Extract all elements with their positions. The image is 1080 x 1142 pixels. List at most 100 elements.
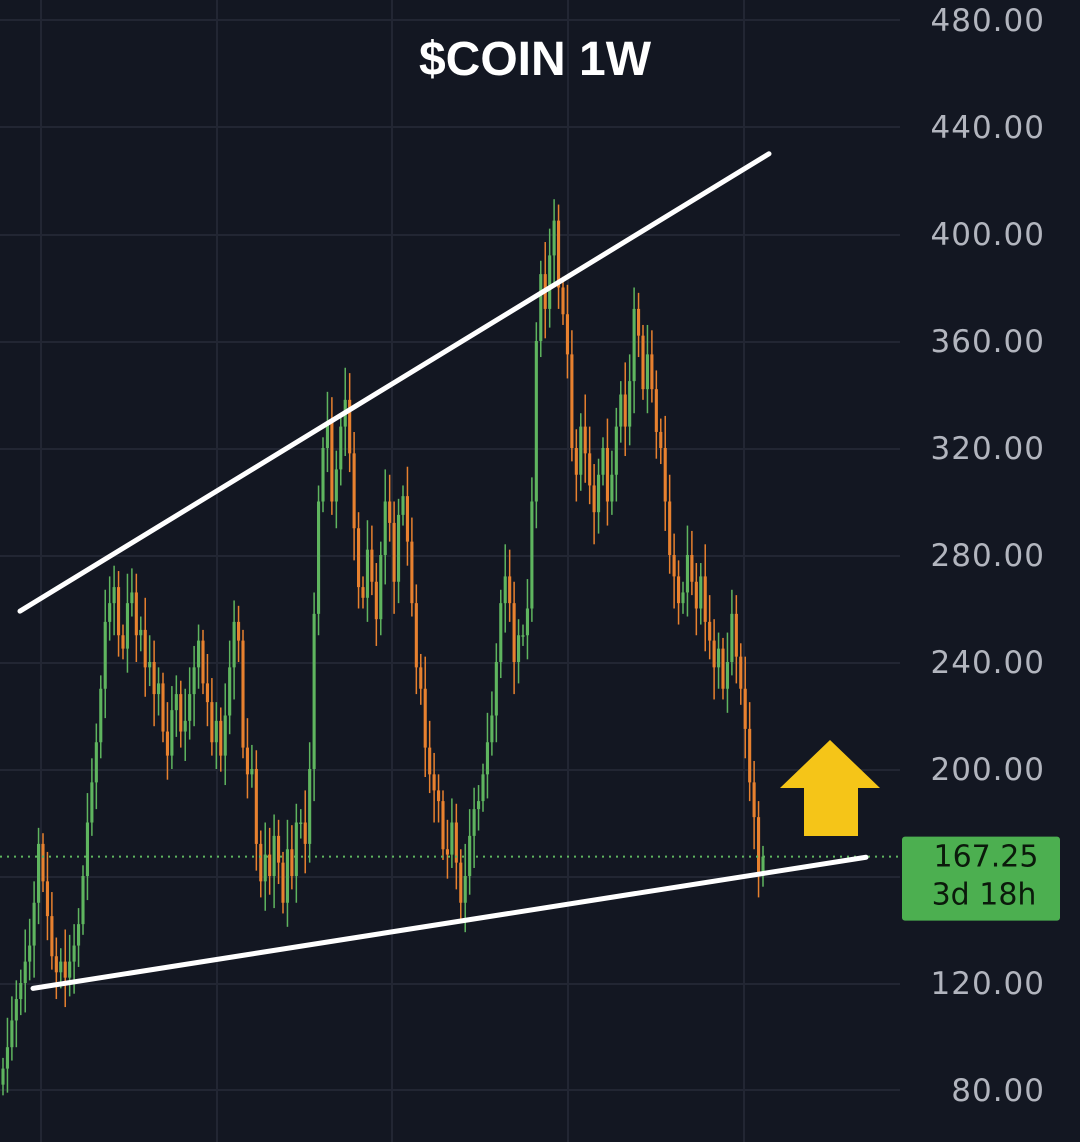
candle-body: [592, 485, 596, 513]
y-tick-label: 320.00: [931, 431, 1045, 467]
candle-body: [574, 448, 578, 475]
candle-body: [23, 961, 27, 983]
candle-body: [517, 635, 521, 662]
candle-body: [41, 843, 45, 882]
candle-body: [419, 667, 423, 689]
candle-body: [214, 720, 218, 743]
candle-body: [72, 945, 76, 962]
candle-body: [277, 835, 281, 863]
candle-body: [725, 662, 729, 689]
candle-body: [645, 354, 649, 390]
candle-body: [285, 849, 289, 903]
candle-body: [690, 555, 694, 582]
candle-body: [54, 956, 58, 973]
bar-countdown: 3d 18h: [932, 878, 1037, 913]
candle-body: [694, 581, 698, 609]
y-tick-label: 280.00: [931, 538, 1045, 574]
candle-body: [134, 592, 138, 636]
candle-body: [530, 501, 534, 609]
candle-body: [752, 782, 756, 818]
candle-body: [454, 822, 458, 863]
candle-body: [663, 448, 667, 502]
candle-body: [610, 474, 614, 502]
chart-title: $COIN 1W: [419, 33, 652, 86]
candle-body: [508, 576, 512, 604]
y-tick-label: 400.00: [931, 217, 1045, 253]
y-tick-label: 200.00: [931, 752, 1045, 788]
candle-body: [605, 448, 609, 502]
candle-body: [99, 688, 103, 743]
candle-body: [405, 496, 409, 542]
candle-body: [481, 774, 485, 802]
y-tick-label: 80.00: [951, 1073, 1045, 1109]
candle-body: [570, 354, 574, 448]
candle-body: [352, 453, 356, 529]
candle-body: [472, 809, 476, 836]
candle-body: [108, 603, 112, 622]
lower-trendline: [30, 854, 869, 991]
candle-body: [539, 274, 543, 341]
candle-body: [245, 747, 249, 775]
candle-body: [423, 688, 427, 748]
candle-body: [139, 629, 143, 636]
candle-body: [201, 640, 205, 684]
candle-body: [254, 769, 258, 844]
candle-body: [379, 555, 383, 620]
candle-body: [317, 501, 321, 614]
candle-body: [103, 621, 107, 689]
candle-body: [281, 862, 285, 903]
candle-body: [414, 603, 418, 668]
candle-body: [28, 945, 32, 962]
candle-body: [748, 728, 752, 783]
candle-body: [432, 774, 436, 791]
candle-body: [548, 255, 552, 309]
candle-body: [628, 381, 632, 427]
candle-body: [637, 308, 641, 336]
candle-body: [290, 849, 294, 876]
candle-body: [157, 683, 161, 695]
candle-body: [125, 603, 129, 649]
candle-body: [259, 843, 263, 882]
candle-body: [183, 720, 187, 732]
candle-body: [632, 308, 636, 382]
candle-body: [672, 555, 676, 577]
candle-body: [37, 843, 41, 903]
candle-body: [63, 961, 67, 978]
candle-body: [357, 528, 361, 588]
candle-body: [459, 862, 463, 903]
candle-body: [19, 983, 23, 1000]
candle-body: [1, 1068, 5, 1085]
candle-body: [68, 961, 72, 978]
candle-body: [565, 314, 569, 355]
candle-body: [428, 747, 432, 775]
last-price-badge: [902, 836, 1060, 921]
candle-body: [321, 448, 325, 502]
candle-body: [361, 587, 365, 598]
candle-body: [161, 683, 165, 732]
candle-body: [441, 801, 445, 850]
candle-body: [143, 629, 147, 668]
candle-body: [45, 881, 49, 917]
candle-body: [614, 426, 618, 475]
candle-body: [370, 549, 374, 582]
candle-body: [557, 220, 561, 288]
candle-body: [734, 613, 738, 657]
candle-body: [228, 667, 232, 716]
candle-body: [708, 621, 712, 641]
candle-body: [450, 822, 454, 855]
candle-body: [490, 715, 494, 743]
candle-body: [130, 592, 134, 604]
candle-body: [743, 688, 747, 729]
candle-body: [619, 394, 623, 427]
y-tick-label: 240.00: [931, 645, 1045, 681]
candle-body: [388, 501, 392, 523]
candle-body: [623, 394, 627, 427]
candle-body: [525, 608, 529, 636]
candle-body: [512, 603, 516, 662]
candle-body: [10, 1020, 14, 1048]
candle-body: [761, 856, 765, 876]
candle-body: [94, 742, 98, 783]
candle-body: [339, 426, 343, 470]
